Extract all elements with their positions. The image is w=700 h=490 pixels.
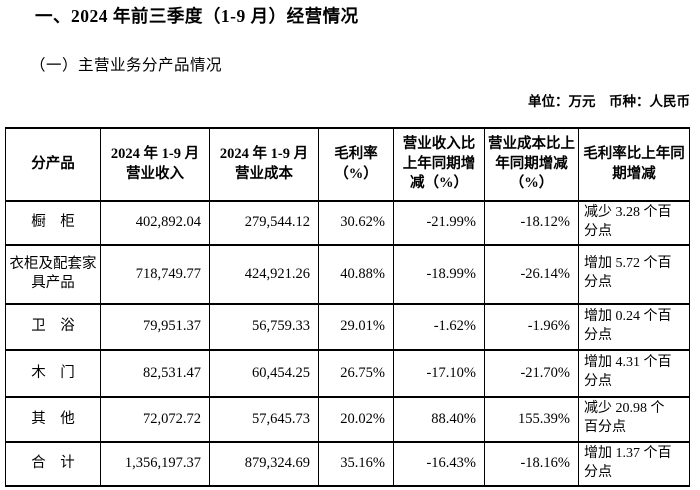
cell-cost: 279,544.12 bbox=[209, 200, 319, 246]
cell-cost-yoy: -18.12% bbox=[484, 200, 579, 246]
products-table-container: 分产品 2024 年 1-9 月营业收入 2024 年 1-9 月营业成本 毛利… bbox=[5, 127, 690, 487]
cell-product: 木 门 bbox=[5, 348, 101, 398]
cell-cost: 56,759.33 bbox=[209, 302, 319, 351]
cell-revenue-yoy: -17.10% bbox=[393, 348, 485, 398]
cell-gross-margin: 20.02% bbox=[318, 395, 394, 443]
cell-gross-margin: 40.88% bbox=[318, 243, 394, 305]
cell-gross-margin: 35.16% bbox=[318, 440, 394, 487]
cell-revenue: 72,072.72 bbox=[100, 395, 210, 443]
cell-revenue-yoy: -16.43% bbox=[393, 440, 485, 487]
col-header-revenue: 2024 年 1-9 月营业收入 bbox=[100, 127, 210, 202]
cell-revenue: 402,892.04 bbox=[100, 200, 210, 246]
cell-cost-yoy: -21.70% bbox=[484, 348, 579, 398]
cell-gross-margin: 29.01% bbox=[318, 302, 394, 351]
table-row: 衣柜及配套家具产品 718,749.77 424,921.26 40.88% -… bbox=[5, 243, 690, 305]
cell-margin-yoy: 增加 1.37 个百分点 bbox=[578, 440, 690, 487]
cell-product: 卫 浴 bbox=[5, 302, 101, 351]
cell-cost: 57,645.73 bbox=[209, 395, 319, 443]
col-header-cost: 2024 年 1-9 月营业成本 bbox=[209, 127, 319, 202]
unit-currency-note: 单位：万元 币种：人民币 bbox=[528, 94, 690, 109]
cell-revenue-yoy: -18.99% bbox=[393, 243, 485, 305]
cell-margin-yoy: 增加 5.72 个百分点 bbox=[578, 243, 690, 305]
cell-product: 合 计 bbox=[5, 440, 101, 487]
cell-cost-yoy: -26.14% bbox=[484, 243, 579, 305]
cell-revenue: 1,356,197.37 bbox=[100, 440, 210, 487]
cell-revenue: 79,951.37 bbox=[100, 302, 210, 351]
cell-margin-yoy: 减少 3.28 个百分点 bbox=[578, 200, 690, 246]
cell-revenue-yoy: -21.99% bbox=[393, 200, 485, 246]
cell-revenue: 82,531.47 bbox=[100, 348, 210, 398]
table-row: 木 门 82,531.47 60,454.25 26.75% -17.10% -… bbox=[5, 348, 690, 398]
cell-cost-yoy: 155.39% bbox=[484, 395, 579, 443]
cell-product: 橱 柜 bbox=[5, 200, 101, 246]
cell-cost: 879,324.69 bbox=[209, 440, 319, 487]
table-row: 卫 浴 79,951.37 56,759.33 29.01% -1.62% -1… bbox=[5, 302, 690, 351]
col-header-cost-yoy: 营业成本比上年同期增减（%） bbox=[484, 127, 579, 202]
cell-revenue-yoy: -1.62% bbox=[393, 302, 485, 351]
cell-margin-yoy: 增加 0.24 个百分点 bbox=[578, 302, 690, 351]
col-header-margin-yoy: 毛利率比上年同期增减 bbox=[578, 127, 690, 202]
col-header-gross-margin: 毛利率（%） bbox=[318, 127, 394, 202]
table-header-row: 分产品 2024 年 1-9 月营业收入 2024 年 1-9 月营业成本 毛利… bbox=[5, 127, 690, 202]
cell-gross-margin: 30.62% bbox=[318, 200, 394, 246]
cell-gross-margin: 26.75% bbox=[318, 348, 394, 398]
cell-cost: 60,454.25 bbox=[209, 348, 319, 398]
cell-cost: 424,921.26 bbox=[209, 243, 319, 305]
col-header-product: 分产品 bbox=[5, 127, 101, 202]
table-row-total: 合 计 1,356,197.37 879,324.69 35.16% -16.4… bbox=[5, 440, 690, 487]
cell-cost-yoy: -18.16% bbox=[484, 440, 579, 487]
page-title: 一、2024 年前三季度（1-9 月）经营情况 bbox=[35, 6, 359, 26]
table-row: 橱 柜 402,892.04 279,544.12 30.62% -21.99%… bbox=[5, 200, 690, 246]
col-header-revenue-yoy: 营业收入比上年同期增减（%） bbox=[393, 127, 485, 202]
cell-product: 其 他 bbox=[5, 395, 101, 443]
cell-margin-yoy: 减少 20.98 个百分点 bbox=[578, 395, 690, 443]
cell-cost-yoy: -1.96% bbox=[484, 302, 579, 351]
cell-product: 衣柜及配套家具产品 bbox=[5, 243, 101, 305]
section-subtitle: （一）主营业务分产品情况 bbox=[30, 57, 223, 74]
cell-revenue-yoy: 88.40% bbox=[393, 395, 485, 443]
table-row: 其 他 72,072.72 57,645.73 20.02% 88.40% 15… bbox=[5, 395, 690, 443]
products-table: 分产品 2024 年 1-9 月营业收入 2024 年 1-9 月营业成本 毛利… bbox=[5, 127, 690, 487]
cell-margin-yoy: 增加 4.31 个百分点 bbox=[578, 348, 690, 398]
cell-revenue: 718,749.77 bbox=[100, 243, 210, 305]
